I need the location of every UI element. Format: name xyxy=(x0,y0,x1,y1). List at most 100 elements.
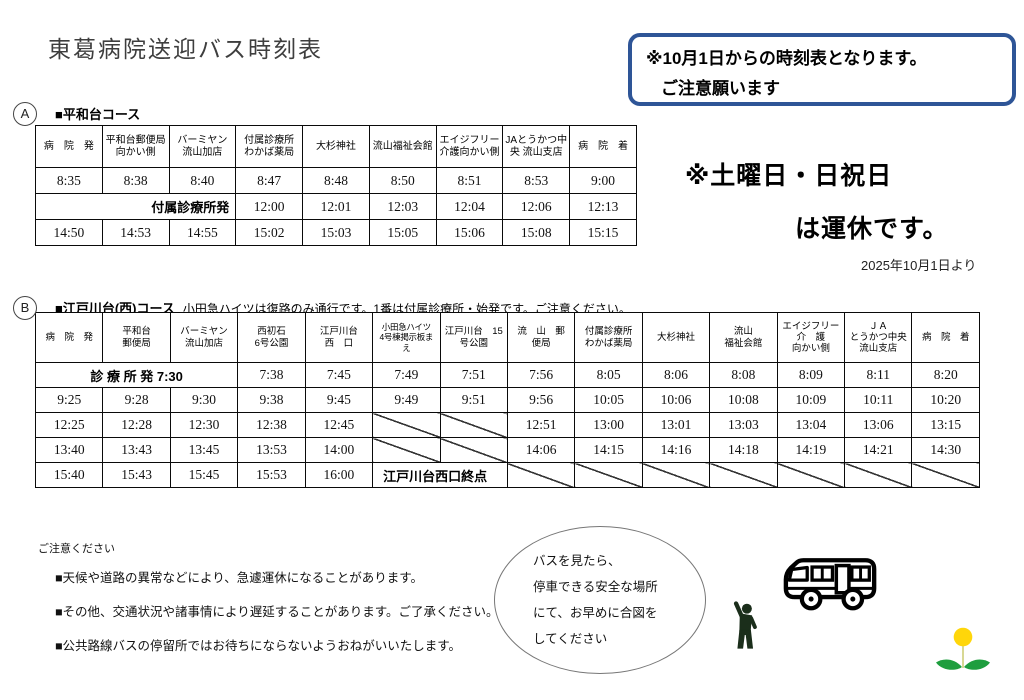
no-stop-cell xyxy=(439,412,508,438)
bubble-line: バスを見たら、 xyxy=(533,554,621,568)
time-cell: 12:04 xyxy=(435,193,504,220)
time-cell: 15:53 xyxy=(237,462,306,488)
time-cell: 15:43 xyxy=(102,462,171,488)
time-cell: 13:43 xyxy=(102,437,171,463)
time-cell: 15:05 xyxy=(368,219,437,246)
stop-column-header: バーミヤン 流山加店 xyxy=(169,312,239,363)
time-cell: 15:03 xyxy=(302,219,370,246)
stop-column-header: 付属診療所 わかば薬局 xyxy=(574,312,643,363)
time-cell: 8:53 xyxy=(502,167,571,194)
stop-column-header: 流 山 郵便局 xyxy=(506,312,576,363)
time-cell: 15:02 xyxy=(235,219,304,246)
time-cell: 12:01 xyxy=(302,193,370,220)
time-cell: 10:06 xyxy=(641,387,711,413)
time-cell: 7:51 xyxy=(439,362,508,388)
time-cell: 9:28 xyxy=(102,387,171,413)
flower-icon xyxy=(934,627,990,673)
time-cell: 10:08 xyxy=(709,387,778,413)
time-cell: 9:56 xyxy=(506,387,576,413)
time-cell: 14:16 xyxy=(641,437,711,463)
time-cell: 12:45 xyxy=(304,412,374,438)
time-cell: 12:25 xyxy=(34,412,104,438)
stop-column-header: 病 院 発 xyxy=(35,125,103,168)
bubble-line: 停車できる安全な場所 xyxy=(533,580,658,594)
time-cell: 8:09 xyxy=(776,362,846,388)
timetable-row: 診 療 所 発 7:30 7:38 7:45 7:49 7:51 7:56 8:05 8:06… xyxy=(34,362,980,388)
time-cell: 10:20 xyxy=(911,387,980,413)
time-cell: 9:25 xyxy=(34,387,104,413)
time-cell: 9:49 xyxy=(372,387,441,413)
bubble-line: にて、お早めに合図を xyxy=(533,606,658,620)
no-stop-cell xyxy=(506,462,576,488)
time-cell: 10:11 xyxy=(844,387,913,413)
time-cell: 13:04 xyxy=(776,412,846,438)
timetable: 病 院 発平和台 郵便局 バーミヤン 流山加店 西初石 6号公園 江戸川台西 口小田急ハイツ… xyxy=(34,312,980,488)
weekend-line-1: ※土曜日・日祝日 xyxy=(685,162,893,190)
stop-column-header: エイジフリー 介護向かい側 xyxy=(435,125,504,168)
timetable-row: 15:40 15:43 15:45 15:53 16:00 江戸川台西口終点 xyxy=(34,462,980,488)
time-cell: 14:53 xyxy=(101,219,170,246)
time-cell: 14:30 xyxy=(911,437,980,463)
person-hailing-icon-svg xyxy=(733,601,757,649)
time-cell: 10:05 xyxy=(574,387,643,413)
caution-item: ■公共路線バスの停留所ではお待ちにならないようおねがいいたします。 xyxy=(55,639,462,653)
timetable-row: 13:40 13:43 13:45 13:53 14:00 14:06 14:15 14:16… xyxy=(34,437,980,463)
bus-icon-svg xyxy=(783,558,877,611)
stop-column-header: 平和台 郵便局 xyxy=(102,312,171,363)
label-cell: 付属診療所発 xyxy=(34,193,237,220)
stop-column-header: エイジフリー介 護向かい側 xyxy=(776,312,846,363)
time-cell: 9:38 xyxy=(237,387,306,413)
section-b-badge: B xyxy=(13,296,37,320)
time-cell: 7:38 xyxy=(237,362,306,388)
time-cell: 8:50 xyxy=(368,167,437,194)
course-b-timetable: 病 院 発平和台 郵便局 バーミヤン 流山加店 西初石 6号公園 江戸川台西 口小田急ハイツ… xyxy=(34,312,980,488)
time-cell: 10:09 xyxy=(776,387,846,413)
stop-column-header: 付属診療所 わかば薬局 xyxy=(235,125,304,168)
page-title: 東葛病院送迎バス時刻表 xyxy=(48,36,323,62)
time-cell: 15:45 xyxy=(169,462,239,488)
notice-line-2: ご注意願います xyxy=(661,78,780,98)
time-cell: 8:20 xyxy=(911,362,980,388)
caution-item: ■天候や道路の異常などにより、急遽運休になることがあります。 xyxy=(55,571,424,585)
time-cell: 15:08 xyxy=(502,219,571,246)
time-cell: 12:30 xyxy=(169,412,239,438)
time-cell: 12:51 xyxy=(506,412,576,438)
time-cell: 7:49 xyxy=(372,362,441,388)
cautions-list: ■天候や道路の異常などにより、急遽運休になることがあります。 ■その他、交通状況や… xyxy=(38,567,499,654)
time-cell: 14:06 xyxy=(506,437,576,463)
time-cell: 7:56 xyxy=(506,362,576,388)
no-stop-cell xyxy=(709,462,778,488)
time-cell: 15:40 xyxy=(34,462,104,488)
time-cell: 8:40 xyxy=(168,167,237,194)
stop-column-header: 小田急ハイツ 4号棟掲示板まえ xyxy=(372,312,441,363)
weekend-line-2: は運休です。 xyxy=(795,215,949,243)
time-cell: 8:51 xyxy=(435,167,504,194)
time-cell: 8:05 xyxy=(574,362,643,388)
time-cell: 8:08 xyxy=(709,362,778,388)
effective-date: 2025年10月1日より xyxy=(861,258,977,273)
no-stop-cell xyxy=(641,462,711,488)
person-hailing-icon xyxy=(729,600,761,655)
no-stop-cell xyxy=(372,437,441,463)
time-cell: 14:21 xyxy=(844,437,913,463)
cautions-heading: ご注意ください xyxy=(38,543,115,555)
hail-bus-speech-bubble: バスを見たら、 停車できる安全な場所 にて、お早めに合図を してください xyxy=(494,526,706,674)
bubble-text: バスを見たら、 停車できる安全な場所 にて、お早めに合図を してください xyxy=(495,527,705,652)
timetable-row: 8:35 8:38 8:40 8:47 8:48 8:50 8:51 8:53 9:00 xyxy=(35,167,637,194)
course-a-timetable: 病 院 発平和台郵便局 向かい側 バーミヤン 流山加店 付属診療所 わかば薬局 大杉神社 流山… xyxy=(34,125,637,246)
notice-line-1: ※10月1日からの時刻表となります。 xyxy=(646,49,927,68)
no-stop-cell xyxy=(574,462,643,488)
no-stop-cell xyxy=(844,462,913,488)
time-cell: 13:00 xyxy=(574,412,643,438)
no-stop-cell xyxy=(439,437,508,463)
time-cell: 13:03 xyxy=(709,412,778,438)
time-cell: 12:38 xyxy=(237,412,306,438)
time-cell: 14:55 xyxy=(168,219,237,246)
stop-column-header: 大杉神社 xyxy=(302,125,370,168)
time-cell: 14:50 xyxy=(35,219,103,246)
stop-column-header: 流山福祉会館 xyxy=(709,312,778,363)
stop-column-header: バーミヤン 流山加店 xyxy=(168,125,237,168)
stop-column-header: 西初石 6号公園 xyxy=(237,312,306,363)
stop-column-header: 病 院 発 xyxy=(34,312,104,363)
